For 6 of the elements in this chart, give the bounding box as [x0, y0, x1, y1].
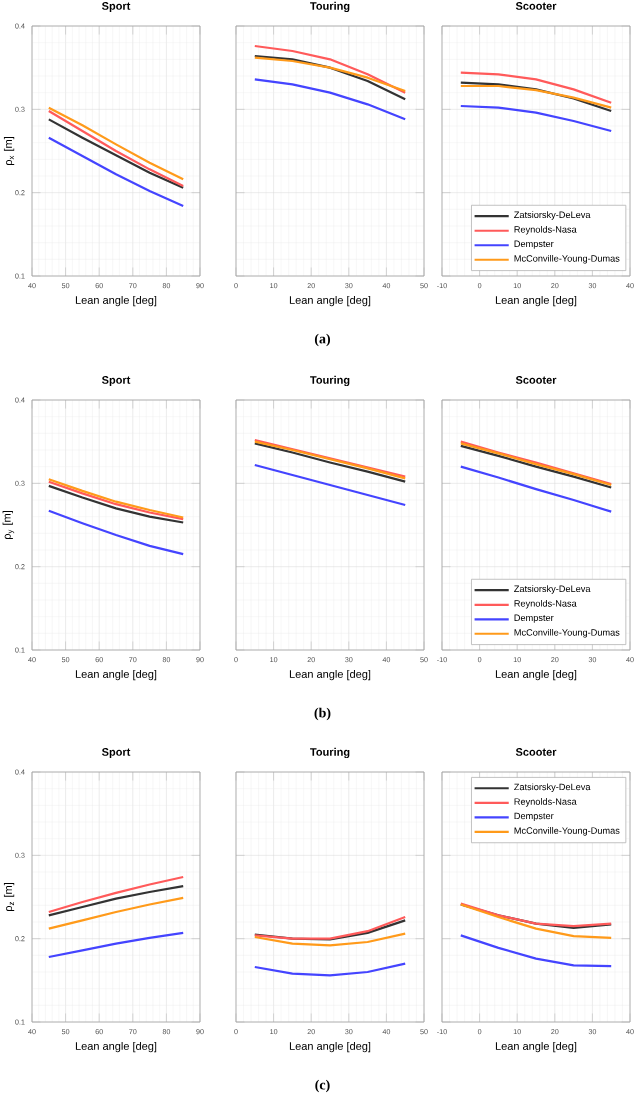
line-series	[47, 931, 185, 959]
line-series	[47, 509, 185, 556]
line-series	[47, 885, 185, 917]
line-series	[47, 875, 185, 914]
line-series	[47, 136, 185, 208]
line-series	[47, 896, 185, 930]
